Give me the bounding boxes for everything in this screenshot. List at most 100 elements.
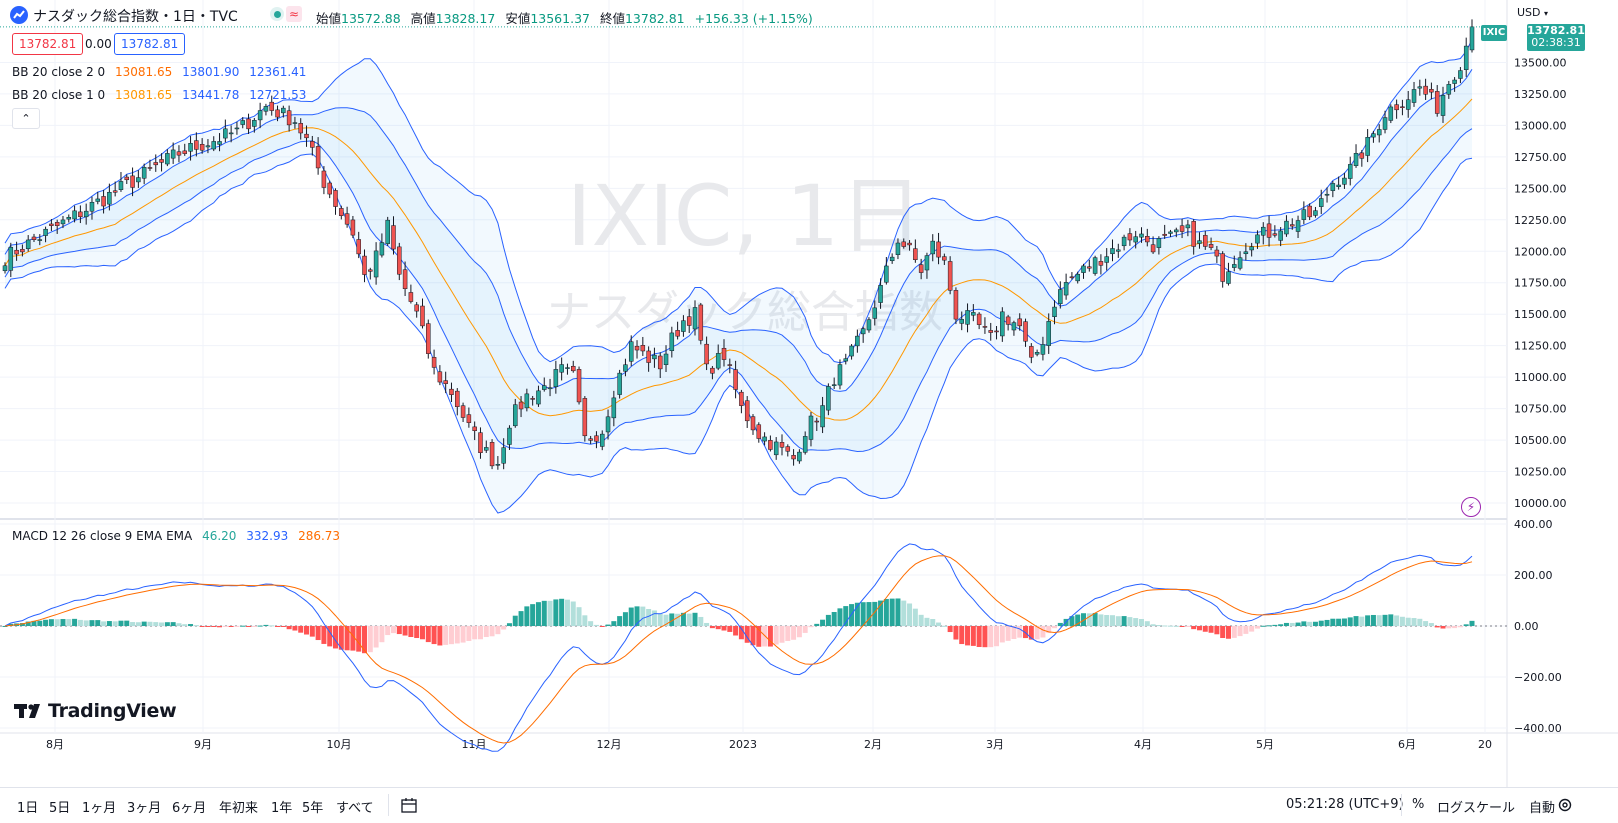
candle-body	[762, 436, 767, 442]
range-1m-button[interactable]: 1ヶ月	[82, 801, 117, 816]
macd-hist-bar	[495, 626, 501, 635]
macd-hist-bar	[1428, 623, 1434, 626]
candle-body	[147, 167, 153, 169]
clock-display[interactable]: 05:21:28 (UTC+9)	[1286, 797, 1404, 812]
price-axis-label: 10000.00	[1514, 497, 1567, 510]
candle-body	[37, 239, 43, 241]
macd-hist-bar	[1266, 625, 1272, 627]
candle-body	[849, 345, 854, 357]
price-axis-label: 10250.00	[1514, 466, 1567, 479]
candle	[779, 434, 785, 456]
candle	[489, 439, 495, 470]
candle	[1063, 273, 1069, 300]
market-open-icon[interactable]	[270, 7, 284, 21]
macd-label: MACD 12 26 close 9 EMA EMA	[12, 529, 193, 543]
range-all-button[interactable]: すべて	[336, 801, 374, 816]
range-5y-button[interactable]: 5年	[302, 801, 324, 816]
range-1d-button[interactable]: 1日	[17, 801, 39, 816]
sell-price-button[interactable]: 13782.81	[12, 33, 84, 55]
macd-hist-bar	[895, 598, 901, 626]
tradingview-logo[interactable]: TradingView	[14, 700, 177, 722]
symbol-title[interactable]: ナスダック総合指数・1日・TVC	[33, 9, 238, 25]
chevron-up-icon: ⌃	[21, 112, 31, 125]
log-scale-toggle[interactable]: ログスケール	[1437, 801, 1516, 816]
macd-hist-bar	[1040, 626, 1046, 638]
bb1-legend[interactable]: BB 20 close 1 0 13081.65 13441.78 12721.…	[12, 88, 312, 102]
macd-hist-bar	[1011, 626, 1017, 640]
candle-body	[1365, 137, 1370, 156]
candle-body	[1226, 271, 1231, 284]
candle-body	[101, 196, 106, 207]
range-1y-button[interactable]: 1年	[271, 801, 293, 816]
candle-body	[930, 240, 935, 255]
candle	[431, 349, 437, 375]
currency-selector[interactable]: USD ▾	[1517, 6, 1548, 19]
macd-hist-bar	[1214, 626, 1220, 635]
collapse-legend-button[interactable]: ⌃	[12, 108, 40, 129]
range-3m-button[interactable]: 3ヶ月	[127, 801, 162, 816]
candle-body	[60, 219, 66, 225]
macd-hist-bar	[1237, 626, 1243, 637]
macd-hist-bar	[773, 626, 779, 645]
macd-legend[interactable]: MACD 12 26 close 9 EMA EMA 46.20 332.93 …	[12, 529, 346, 543]
settings-icon[interactable]	[1556, 796, 1574, 814]
candle	[14, 241, 19, 261]
range-5d-button[interactable]: 5日	[49, 801, 71, 816]
candle-body	[901, 241, 907, 247]
candle-body	[785, 446, 791, 452]
delayed-data-icon[interactable]: ≈	[286, 6, 302, 22]
spread-value: 0.00	[85, 37, 112, 51]
bb2-legend[interactable]: BB 20 close 2 0 13081.65 13801.90 12361.…	[12, 65, 312, 79]
macd-hist-value: 46.20	[202, 529, 237, 543]
tradingview-logo-icon	[14, 704, 40, 718]
candle-body	[78, 211, 83, 218]
macd-hist-bar	[709, 626, 715, 629]
candle-body	[72, 210, 77, 220]
macd-hist-bar	[1434, 626, 1440, 628]
auto-scale-toggle[interactable]: 自動	[1529, 801, 1556, 816]
macd-hist-bar	[750, 626, 756, 646]
macd-hist-bar	[1179, 626, 1185, 627]
macd-hist-bar	[663, 614, 669, 626]
macd-hist-bar	[999, 626, 1005, 643]
bb1-label: BB 20 close 1 0	[12, 88, 106, 102]
percent-scale-toggle[interactable]: %	[1412, 797, 1425, 812]
lightning-icon[interactable]: ⚡	[1461, 497, 1481, 517]
macd-hist-bar	[414, 626, 420, 639]
macd-hist-bar	[83, 620, 89, 626]
range-ytd-button[interactable]: 年初来	[219, 801, 259, 816]
range-6m-button[interactable]: 6ヶ月	[172, 801, 207, 816]
candle-body	[1434, 91, 1440, 114]
candle	[72, 205, 77, 223]
candle-body	[657, 355, 663, 370]
macd-hist-bar	[315, 626, 321, 641]
candle	[153, 154, 159, 172]
macd-hist-bar	[912, 608, 918, 626]
candle	[721, 339, 727, 367]
macd-hist-bar	[1359, 616, 1365, 626]
currency-label: USD	[1517, 6, 1541, 19]
candle-body	[1139, 233, 1144, 238]
macd-hist-bar	[518, 611, 524, 626]
candle	[107, 183, 112, 211]
candle-body	[611, 397, 617, 419]
macd-hist-bar	[1399, 616, 1405, 626]
candle	[1156, 236, 1162, 255]
macd-hist-bar	[582, 615, 588, 626]
macd-hist-bar	[512, 615, 518, 626]
buy-price-button[interactable]: 13782.81	[114, 33, 186, 55]
candle	[692, 300, 698, 336]
macd-hist-bar	[686, 613, 692, 626]
candle-body	[269, 101, 274, 111]
candle	[1417, 79, 1423, 96]
macd-hist-bar	[1272, 624, 1278, 626]
candle	[553, 360, 559, 394]
time-axis-label: 4月	[1134, 738, 1152, 751]
date-range-icon[interactable]	[398, 795, 420, 815]
bb2-lower: 12361.41	[249, 65, 307, 79]
candle	[501, 438, 506, 470]
macd-hist-bar	[1086, 613, 1092, 626]
candle	[849, 344, 854, 360]
macd-signal-value: 286.73	[298, 529, 341, 543]
